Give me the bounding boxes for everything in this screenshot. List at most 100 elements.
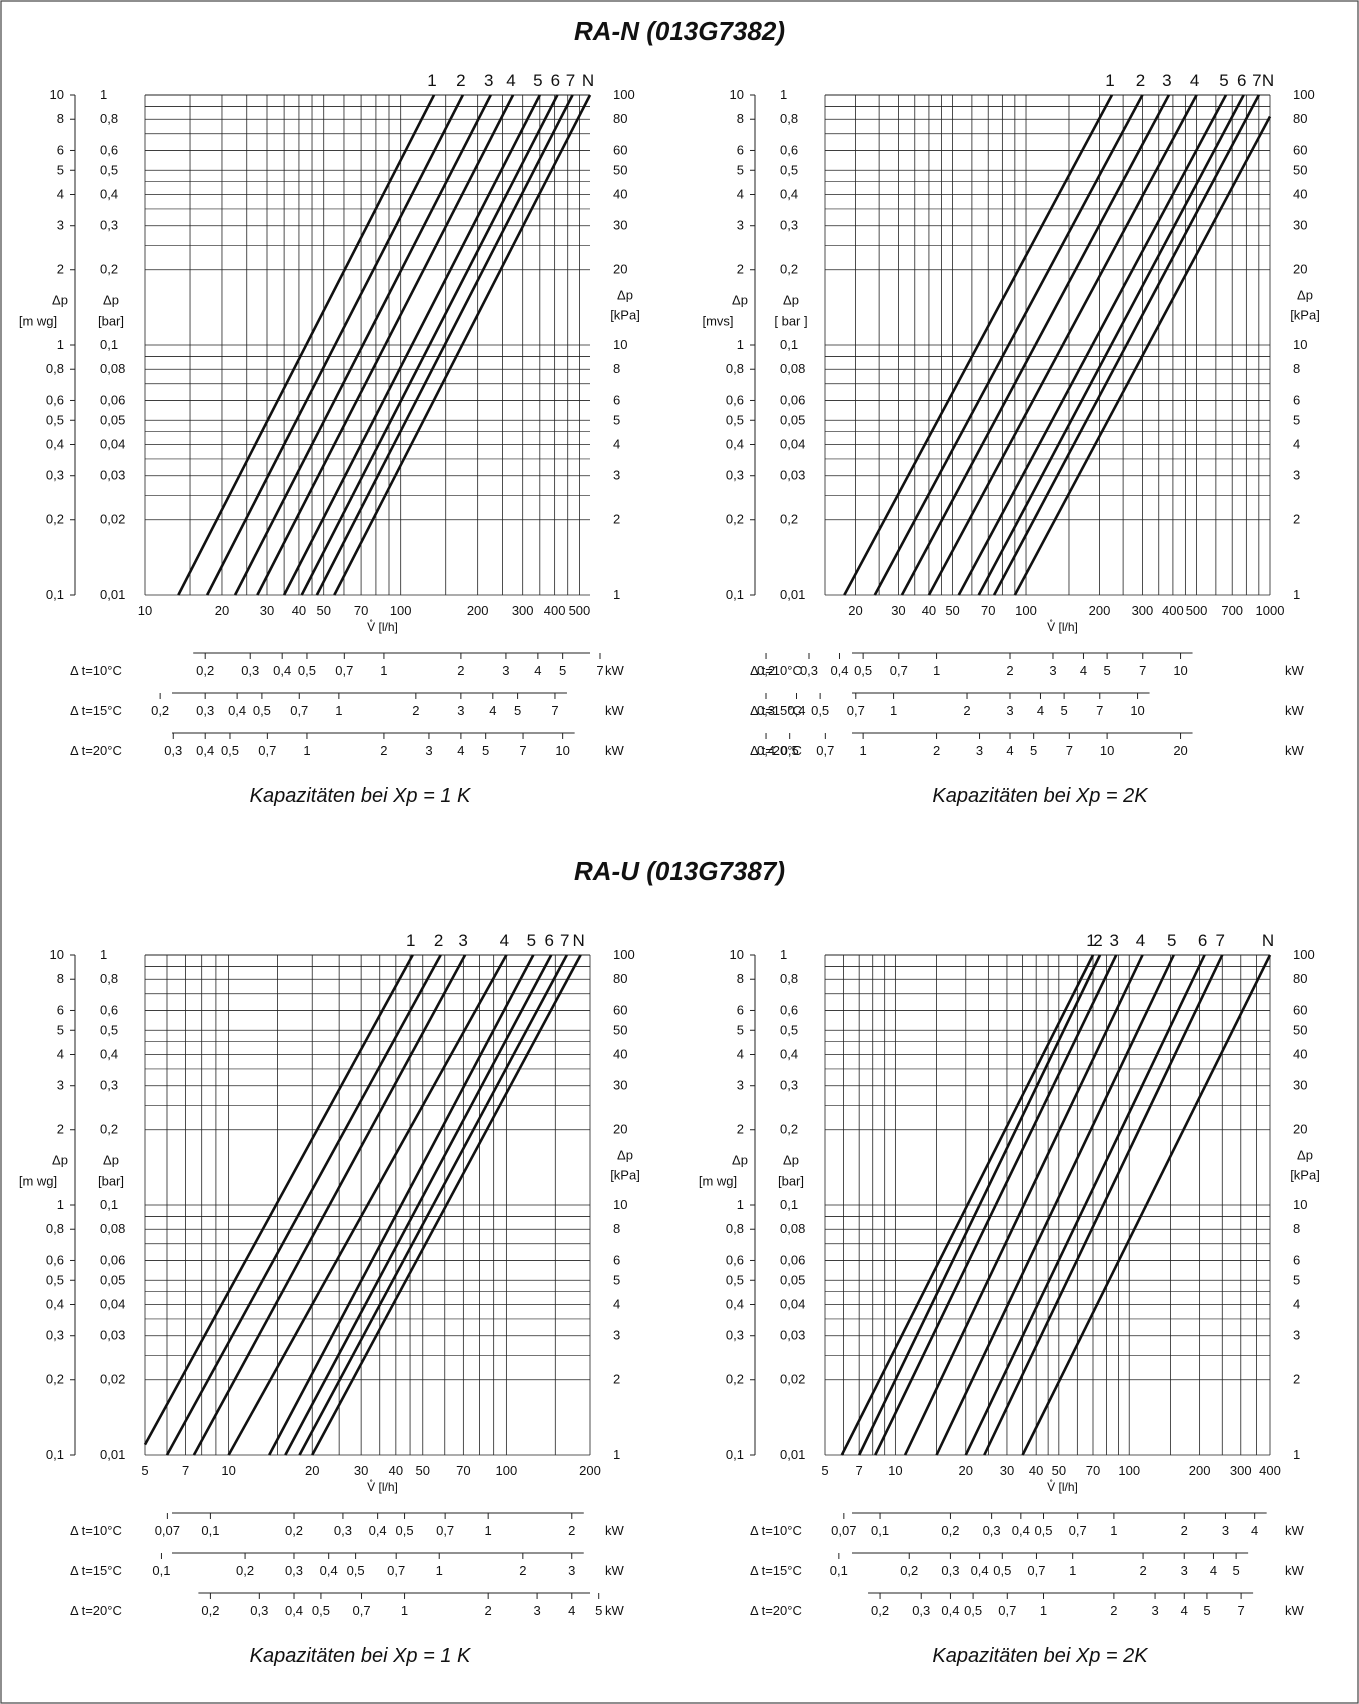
capacity-tick-label: 0,5 xyxy=(396,1523,414,1538)
series-label-N: N xyxy=(1262,931,1274,950)
x-tick-label: 400 xyxy=(1259,1463,1281,1478)
capacity-unit: kW xyxy=(1285,1563,1305,1578)
mwg-unit-label: [m wg] xyxy=(19,1173,57,1188)
x-tick-label: 20 xyxy=(305,1463,319,1478)
mwg-tick-label: 4 xyxy=(57,186,64,201)
bar-tick-label: 0,8 xyxy=(100,971,118,986)
mwg-tick-label: 0,2 xyxy=(46,1372,64,1387)
mwg-tick-label: 0,8 xyxy=(726,361,744,376)
mwg-tick-label: 5 xyxy=(737,1022,744,1037)
capacity-scale-label: Δ t=10°C xyxy=(70,1523,122,1538)
mwg-tick-label: 3 xyxy=(57,218,64,233)
capacity-tick-label: 2 xyxy=(485,1603,492,1618)
series-line-3 xyxy=(233,94,492,596)
mwg-tick-label: 3 xyxy=(737,1078,744,1093)
mwg-tick-label: 0,1 xyxy=(46,1447,64,1462)
capacity-tick-label: 3 xyxy=(568,1563,575,1578)
series-line-4 xyxy=(903,954,1144,1456)
series-line-6 xyxy=(284,954,553,1456)
series-line-1 xyxy=(177,94,436,596)
x-tick-label: 70 xyxy=(981,603,995,618)
mwg-tick-label: 4 xyxy=(57,1046,64,1061)
capacity-tick-label: 1 xyxy=(1069,1563,1076,1578)
x-tick-label: 100 xyxy=(1118,1463,1140,1478)
mwg-tick-label: 1 xyxy=(57,1197,64,1212)
capacity-tick-label: 0,3 xyxy=(250,1603,268,1618)
series-label-3: 3 xyxy=(1110,931,1119,950)
kpa-tick-label: 50 xyxy=(1293,1022,1307,1037)
mwg-tick-label: 0,1 xyxy=(726,1447,744,1462)
capacity-tick-label: 3 xyxy=(425,743,432,758)
capacity-tick-label: 0,4 xyxy=(320,1563,338,1578)
series-label-N: N xyxy=(582,71,594,90)
capacity-tick-label: 0,3 xyxy=(912,1603,930,1618)
bar-tick-label: 0,6 xyxy=(780,1002,798,1017)
mwg-tick-label: 8 xyxy=(57,111,64,126)
mwg-tick-label: 8 xyxy=(737,971,744,986)
series-line-2 xyxy=(165,954,442,1456)
kpa-tick-label: 4 xyxy=(613,436,620,451)
bar-tick-label: 0,6 xyxy=(100,1002,118,1017)
capacity-tick-label: 7 xyxy=(1066,743,1073,758)
capacity-tick-label: 0,5 xyxy=(347,1563,365,1578)
series-label-4: 4 xyxy=(500,931,509,950)
capacity-tick-label: 4 xyxy=(489,703,496,718)
capacity-tick-label: 0,3 xyxy=(800,663,818,678)
bar-tick-label: 0,04 xyxy=(100,1296,125,1311)
kpa-tick-label: 1 xyxy=(1293,587,1300,602)
mwg-tick-label: 0,3 xyxy=(46,468,64,483)
capacity-tick-label: 2 xyxy=(963,703,970,718)
series-label-N: N xyxy=(572,931,584,950)
mwg-tick-label: 5 xyxy=(737,162,744,177)
bar-tick-label: 0,06 xyxy=(100,392,125,407)
kpa-unit-symbol: Δp xyxy=(1297,287,1313,302)
series-line-2 xyxy=(857,954,1102,1456)
caption-ra-u-xp1: Kapazitäten bei Xp = 1 K xyxy=(249,1645,471,1667)
kpa-tick-label: 8 xyxy=(1293,361,1300,376)
x-tick-label: 200 xyxy=(1189,1463,1211,1478)
kpa-tick-label: 10 xyxy=(1293,1197,1307,1212)
capacity-tick-label: 5 xyxy=(1203,1603,1210,1618)
series-line-3 xyxy=(900,94,1171,596)
capacity-tick-label: 0,5 xyxy=(312,1603,330,1618)
x-tick-label: 50 xyxy=(416,1463,430,1478)
bar-tick-label: 0,04 xyxy=(780,1296,805,1311)
capacity-tick-label: 4 xyxy=(1006,743,1013,758)
series-line-N xyxy=(311,954,582,1456)
capacity-tick-label: 2 xyxy=(1110,1603,1117,1618)
kpa-tick-label: 8 xyxy=(613,361,620,376)
bar-tick-label: 0,5 xyxy=(100,1022,118,1037)
mwg-unit-symbol: Δp xyxy=(52,1152,68,1167)
mwg-tick-label: 6 xyxy=(57,1002,64,1017)
x-tick-label: 20 xyxy=(959,1463,973,1478)
capacity-tick-label: 10 xyxy=(555,743,569,758)
capacity-tick-label: 0,7 xyxy=(1027,1563,1045,1578)
capacity-tick-label: 2 xyxy=(1181,1523,1188,1538)
bar-tick-label: 0,03 xyxy=(100,1328,125,1343)
capacity-scale-label: Δ t=15°C xyxy=(750,703,802,718)
mwg-tick-label: 0,4 xyxy=(46,1296,64,1311)
bar-tick-label: 0,06 xyxy=(100,1252,125,1267)
series-label-6: 6 xyxy=(1198,931,1207,950)
series-line-5 xyxy=(268,954,535,1456)
mwg-tick-label: 0,4 xyxy=(726,1296,744,1311)
series-line-2 xyxy=(873,94,1144,596)
series-label-1: 1 xyxy=(1105,71,1114,90)
series-label-5: 5 xyxy=(533,71,542,90)
capacity-tick-label: 5 xyxy=(514,703,521,718)
kpa-unit-symbol: Δp xyxy=(617,287,633,302)
bar-tick-label: 0,4 xyxy=(100,1046,118,1061)
mwg-tick-label: 0,8 xyxy=(46,1221,64,1236)
series-line-6 xyxy=(300,94,559,596)
kpa-unit-label: [kPa] xyxy=(1290,307,1320,322)
capacity-tick-label: 2 xyxy=(568,1523,575,1538)
kpa-tick-label: 50 xyxy=(613,162,627,177)
x-tick-label: 40 xyxy=(292,603,306,618)
capacity-tick-label: 0,7 xyxy=(890,663,908,678)
capacity-tick-label: 0,5 xyxy=(993,1563,1011,1578)
bar-unit-symbol: Δp xyxy=(103,292,119,307)
kpa-tick-label: 1 xyxy=(613,587,620,602)
capacity-tick-label: 0,4 xyxy=(228,703,246,718)
bar-tick-label: 0,08 xyxy=(100,361,125,376)
mwg-tick-label: 0,5 xyxy=(726,1272,744,1287)
